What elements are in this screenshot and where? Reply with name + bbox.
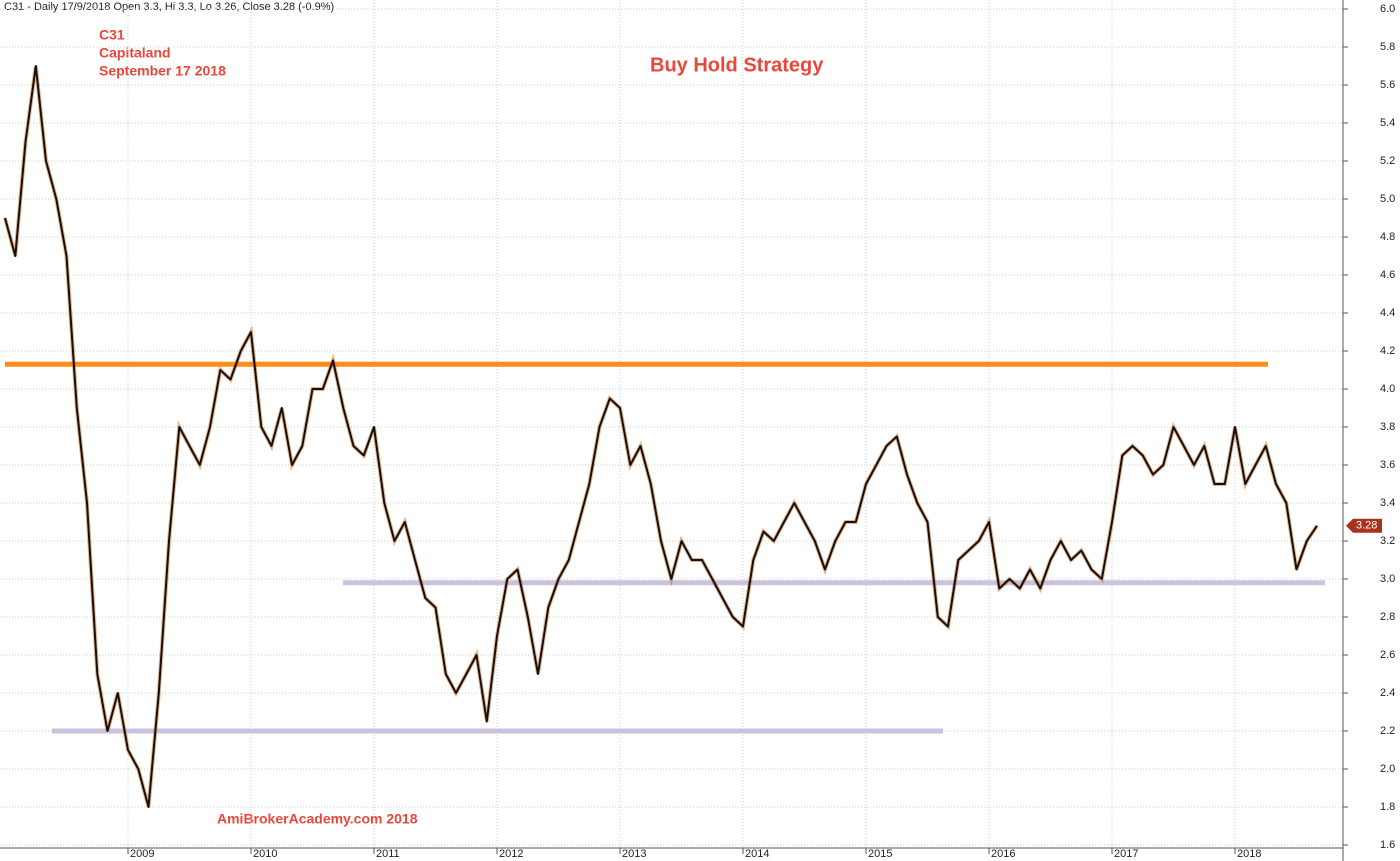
- y-tick-label: 4.2: [1380, 345, 1395, 357]
- y-tick-label: 3.6: [1380, 459, 1395, 471]
- y-tick-label: 5.0: [1380, 193, 1395, 205]
- chart-title: Buy Hold Strategy: [650, 54, 824, 76]
- annotation: Capitaland: [99, 45, 171, 61]
- y-tick-label: 4.8: [1380, 231, 1395, 243]
- y-tick-label: 3.4: [1380, 497, 1395, 509]
- x-tick-label: 2014: [745, 848, 769, 860]
- y-tick-label: 3.8: [1380, 421, 1395, 433]
- y-tick-label: 5.8: [1380, 41, 1395, 53]
- y-tick-label: 1.8: [1380, 801, 1395, 813]
- annotation: September 17 2018: [99, 63, 226, 79]
- footer-note: AmiBrokerAcademy.com 2018: [217, 811, 418, 827]
- y-tick-label: 4.6: [1380, 269, 1395, 281]
- y-tick-label: 5.6: [1380, 79, 1395, 91]
- y-tick-label: 4.0: [1380, 383, 1395, 395]
- y-tick-label: 2.4: [1380, 687, 1395, 699]
- x-tick-label: 2017: [1114, 848, 1138, 860]
- last-price-label: 3.28: [1356, 520, 1377, 532]
- chart-header: C31 - Daily 17/9/2018 Open 3.3, Hi 3.3, …: [4, 1, 334, 13]
- y-tick-label: 2.2: [1380, 725, 1395, 737]
- y-tick-label: 2.8: [1380, 611, 1395, 623]
- y-tick-label: 5.4: [1380, 117, 1395, 129]
- y-tick-label: 2.0: [1380, 763, 1395, 775]
- y-tick-label: 4.4: [1380, 307, 1395, 319]
- y-tick-label: 5.2: [1380, 155, 1395, 167]
- x-tick-label: 2013: [622, 848, 646, 860]
- x-tick-label: 2015: [868, 848, 892, 860]
- last-price-tag: [1346, 518, 1382, 533]
- x-tick-label: 2018: [1237, 848, 1261, 860]
- x-tick-label: 2012: [499, 848, 523, 860]
- y-tick-label: 1.6: [1380, 839, 1395, 851]
- price-line: [4, 65, 1318, 808]
- y-tick-label: 3.2: [1380, 535, 1395, 547]
- x-tick-label: 2016: [991, 848, 1015, 860]
- y-tick-label: 2.6: [1380, 649, 1395, 661]
- x-tick-label: 2011: [376, 848, 400, 860]
- x-tick-label: 2010: [253, 848, 277, 860]
- y-tick-label: 6.0: [1380, 3, 1395, 15]
- y-tick-label: 3.0: [1380, 573, 1395, 585]
- x-tick-label: 2009: [130, 848, 154, 860]
- annotation: C31: [99, 27, 125, 43]
